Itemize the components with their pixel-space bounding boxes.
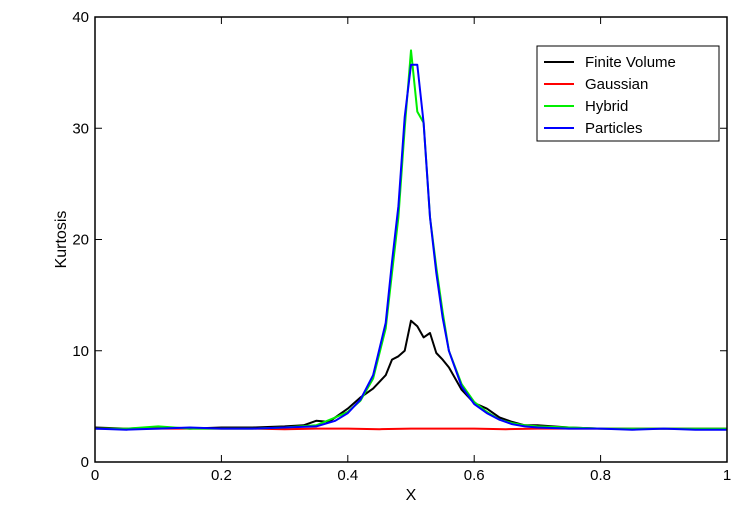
series-line-particles	[94, 63, 727, 431]
y-tick-label: 40	[72, 9, 89, 26]
series-layer	[94, 49, 727, 431]
legend: Finite Volume Gaussian Hybrid Particles	[536, 45, 720, 142]
x-axis-title: X	[406, 487, 417, 504]
legend-label-particles: Particles	[585, 120, 643, 137]
legend-label-hybrid: Hybrid	[585, 98, 628, 115]
x-tick-label: 0.2	[211, 467, 232, 484]
y-tick-label: 20	[72, 232, 89, 249]
y-tick-label: 0	[81, 454, 89, 471]
x-tick-label: 0	[91, 467, 99, 484]
x-tick-label: 1	[723, 467, 731, 484]
legend-label-gaussian: Gaussian	[585, 76, 648, 93]
y-tick-label: 30	[72, 120, 89, 137]
x-tick-label: 0.6	[464, 467, 485, 484]
x-tick-label: 0.4	[337, 467, 358, 484]
x-tick-label: 0.8	[590, 467, 611, 484]
y-axis-title: Kurtosis	[53, 211, 70, 269]
y-tick-label: 10	[72, 343, 89, 360]
legend-label-finite-volume: Finite Volume	[585, 54, 676, 71]
